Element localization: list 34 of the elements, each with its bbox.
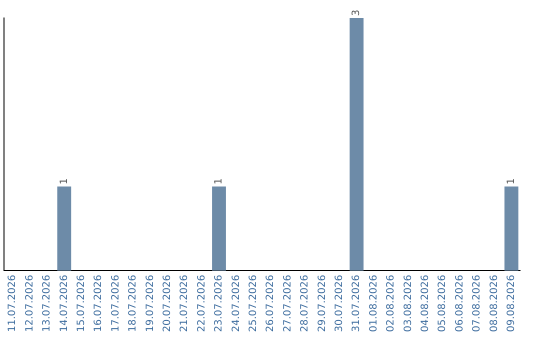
data-label: 3: [351, 10, 362, 16]
x-tick-label: 27.07.2026: [282, 274, 294, 332]
data-label: 1: [506, 178, 517, 184]
x-tick-label: 13.07.2026: [42, 274, 53, 332]
x-tick-label: 12.07.2026: [24, 274, 36, 332]
data-label: 1: [214, 178, 225, 184]
x-tick-label: 16.07.2026: [93, 274, 104, 332]
x-tick-label: 03.08.2026: [402, 274, 414, 332]
x-tick-label: 21.07.2026: [179, 274, 190, 332]
x-tick-label: 29.07.2026: [316, 274, 328, 332]
x-tick-label: 11.07.2026: [7, 274, 18, 332]
x-tick-label: 25.07.2026: [248, 274, 259, 332]
x-tick-label: 23.07.2026: [214, 274, 225, 332]
x-tick-label: 04.08.2026: [420, 274, 431, 332]
x-tick-label: 31.07.2026: [351, 274, 362, 332]
x-tick-label: 26.07.2026: [265, 274, 276, 332]
x-tick-label: 28.07.2026: [300, 274, 311, 332]
x-tick-label: 22.07.2026: [196, 274, 208, 332]
x-tick-label: 18.07.2026: [128, 274, 139, 332]
x-tick-label: 09.08.2026: [506, 274, 517, 332]
x-tick-label: 20.07.2026: [162, 274, 173, 332]
x-tick-label: 02.08.2026: [386, 274, 397, 332]
data-label: 1: [58, 178, 70, 184]
x-tick-label: 19.07.2026: [144, 274, 156, 332]
x-tick-label: 17.07.2026: [110, 274, 122, 332]
x-tick-label: 06.08.2026: [454, 274, 466, 332]
x-tick-label: 01.08.2026: [368, 274, 380, 332]
x-tick-label: 24.07.2026: [230, 274, 242, 332]
x-tick-label: 14.07.2026: [58, 274, 70, 332]
x-tick-label: 05.08.2026: [437, 274, 448, 332]
x-tick-label: 30.07.2026: [334, 274, 345, 332]
x-tick-label: 15.07.2026: [76, 274, 87, 332]
x-tick-label: 08.08.2026: [488, 274, 500, 332]
x-tick-label: 07.08.2026: [472, 274, 483, 332]
